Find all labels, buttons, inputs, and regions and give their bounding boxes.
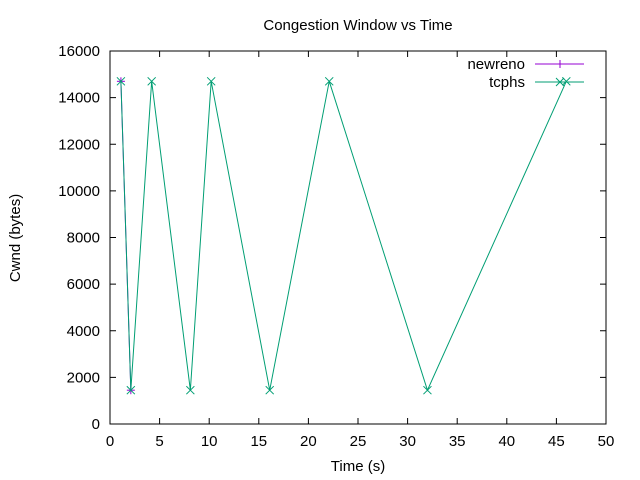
x-axis-label: Time (s): [331, 458, 385, 475]
x-tick-label: 5: [155, 433, 163, 450]
y-tick-label: 16000: [58, 43, 100, 60]
data-point-tcphs: [116, 76, 126, 86]
data-point-tcphs: [324, 76, 334, 86]
y-tick-label: 12000: [58, 136, 100, 153]
y-tick-label: 10000: [58, 183, 100, 200]
data-point-tcphs: [423, 385, 432, 395]
axis-ticks: 0 5 10 15 20 25 30 35 40 45 50 0 2000 4000 6000 8000 100…: [58, 43, 614, 450]
legend-marker-tcphs: [555, 77, 565, 87]
x-tick-label: 40: [498, 433, 515, 450]
series-line-tcphs: [120, 81, 567, 392]
legend-label-newreno: newreno: [467, 56, 525, 73]
plot-frame: [109, 50, 607, 425]
y-axis-label: Cwnd (bytes): [7, 194, 24, 282]
x-tick-label: 45: [548, 433, 565, 450]
y-tick-label: 8000: [67, 230, 100, 247]
y-tick-label: 4000: [67, 323, 100, 340]
legend-marker-newreno: [556, 60, 564, 68]
x-tick-label: 50: [598, 433, 615, 450]
x-tick-label: 15: [250, 433, 267, 450]
x-tick-label: 0: [106, 433, 114, 450]
x-tick-label: 25: [350, 433, 367, 450]
y-tick-label: 2000: [67, 369, 100, 386]
y-tick-label: 0: [92, 416, 100, 433]
y-tick-label: 14000: [58, 90, 100, 107]
data-point-tcphs: [126, 385, 136, 395]
legend-label-tcphs: tcphs: [489, 74, 525, 91]
x-tick-label: 20: [300, 433, 317, 450]
x-tick-label: 35: [449, 433, 466, 450]
x-tick-label: 10: [201, 433, 218, 450]
data-point-tcphs: [185, 385, 195, 395]
chart-title: Congestion Window vs Time: [263, 17, 452, 34]
series-layer: [116, 76, 571, 395]
y-tick-label: 6000: [67, 276, 100, 293]
data-point-tcphs: [147, 76, 157, 86]
x-tick-label: 30: [399, 433, 416, 450]
data-point-tcphs: [206, 76, 216, 86]
series-tcphs: [116, 76, 571, 395]
data-point-tcphs: [265, 385, 275, 395]
